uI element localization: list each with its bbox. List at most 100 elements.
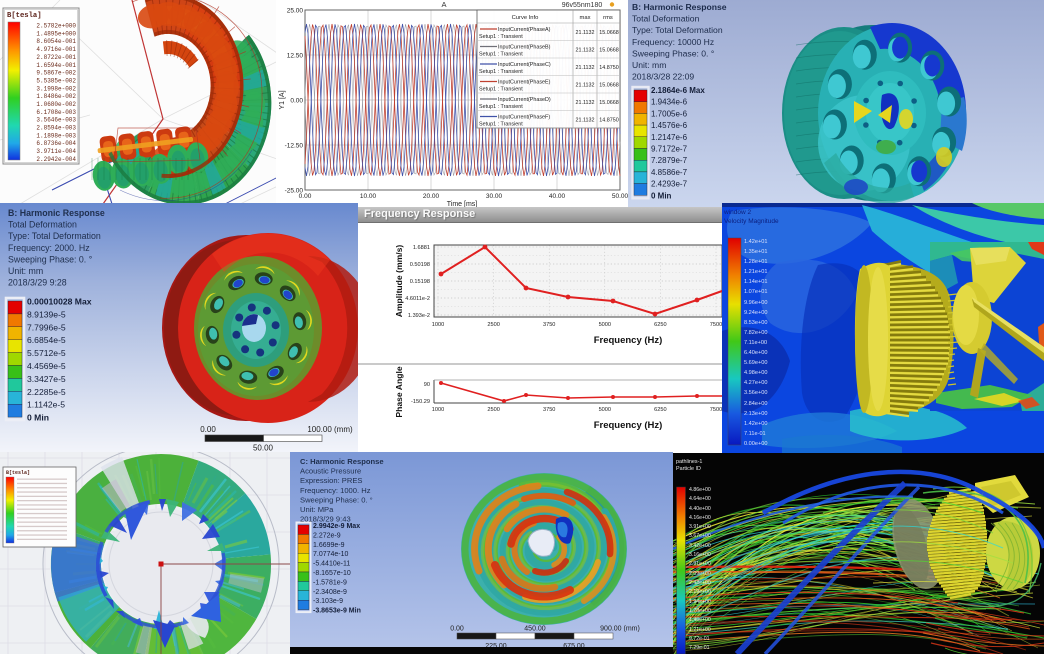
svg-text:Phase Angle: Phase Angle: [394, 366, 404, 417]
svg-text:5.5385e-002: 5.5385e-002: [36, 77, 76, 84]
svg-text:2.2942e-004: 2.2942e-004: [36, 156, 76, 163]
svg-text:2.1864e-6 Max: 2.1864e-6 Max: [651, 86, 705, 95]
svg-text:2500: 2500: [487, 407, 499, 413]
svg-text:Expression: PRES: Expression: PRES: [300, 476, 362, 485]
svg-text:1.1142e-5: 1.1142e-5: [27, 400, 65, 410]
svg-text:1.8486e-002: 1.8486e-002: [36, 93, 76, 100]
svg-text:1.4576e-6: 1.4576e-6: [651, 121, 688, 130]
svg-text:90: 90: [424, 382, 430, 388]
svg-text:0.50198: 0.50198: [410, 262, 430, 268]
svg-text:7.0774e-10: 7.0774e-10: [313, 551, 349, 558]
svg-text:20.00: 20.00: [423, 193, 440, 200]
svg-text:900.00 (mm): 900.00 (mm): [600, 626, 640, 633]
svg-text:0.00: 0.00: [450, 626, 464, 633]
svg-text:Frequency (Hz): Frequency (Hz): [594, 335, 663, 346]
svg-text:7.11e-01: 7.11e-01: [744, 431, 766, 437]
svg-text:Setup1 : Transient: Setup1 : Transient: [479, 52, 523, 58]
svg-text:rms: rms: [603, 15, 613, 21]
svg-text:7.2879e-7: 7.2879e-7: [651, 156, 688, 165]
svg-text:Amplitude (mm/s): Amplitude (mm/s): [394, 245, 404, 318]
svg-text:1.21e+01: 1.21e+01: [744, 269, 768, 275]
svg-text:4.64e+00: 4.64e+00: [689, 496, 711, 502]
svg-text:B: Harmonic Response: B: Harmonic Response: [632, 2, 727, 12]
svg-text:0.00e+00: 0.00e+00: [744, 441, 768, 447]
svg-text:-150.29: -150.29: [411, 399, 430, 405]
svg-text:1.28e+01: 1.28e+01: [744, 259, 768, 265]
svg-text:Sweeping Phase: 0. °: Sweeping Phase: 0. °: [8, 254, 92, 264]
svg-text:1.0680e-002: 1.0680e-002: [36, 101, 76, 108]
svg-text:InputCurrent(PhaseE): InputCurrent(PhaseE): [498, 80, 551, 86]
svg-text:2.13e+00: 2.13e+00: [744, 411, 768, 417]
svg-text:1.7005e-6: 1.7005e-6: [651, 109, 688, 118]
svg-text:6.1708e-003: 6.1708e-003: [36, 109, 76, 116]
svg-text:7500: 7500: [710, 322, 722, 328]
svg-text:40.00: 40.00: [549, 193, 566, 200]
svg-text:-5.4410e-11: -5.4410e-11: [313, 561, 350, 568]
svg-text:3.5646e-003: 3.5646e-003: [36, 117, 76, 124]
svg-text:21.1132: 21.1132: [575, 30, 594, 36]
svg-text:450.00: 450.00: [524, 626, 546, 633]
svg-text:7500: 7500: [710, 407, 722, 413]
svg-text:InputCurrent(PhaseD): InputCurrent(PhaseD): [498, 97, 551, 103]
svg-text:1.1898e-003: 1.1898e-003: [36, 132, 76, 139]
svg-text:5.5712e-5: 5.5712e-5: [27, 348, 66, 358]
svg-text:Setup1 : Transient: Setup1 : Transient: [479, 104, 523, 110]
svg-text:2.2285e-5: 2.2285e-5: [27, 387, 66, 397]
svg-text:3.56e+00: 3.56e+00: [744, 390, 768, 396]
svg-text:4.86e+00: 4.86e+00: [689, 487, 711, 493]
svg-text:9.72e-01: 9.72e-01: [689, 636, 710, 642]
svg-text:6.6854e-5: 6.6854e-5: [27, 335, 66, 345]
svg-text:2.8594e-003: 2.8594e-003: [36, 125, 76, 132]
svg-text:1000: 1000: [432, 407, 444, 413]
svg-text:1.14e+01: 1.14e+01: [744, 279, 768, 285]
svg-text:2.84e+00: 2.84e+00: [744, 401, 768, 407]
svg-text:1.4895e+000: 1.4895e+000: [36, 30, 76, 37]
svg-text:1.07e+01: 1.07e+01: [744, 289, 768, 295]
svg-text:96v55nm180: 96v55nm180: [562, 2, 603, 9]
svg-text:15.0668: 15.0668: [599, 48, 619, 54]
svg-text:25.00: 25.00: [287, 8, 304, 15]
svg-text:Frequency: 1000. Hz: Frequency: 1000. Hz: [300, 486, 371, 495]
svg-text:1.42e+00: 1.42e+00: [744, 421, 768, 427]
svg-text:1.2147e-6: 1.2147e-6: [651, 133, 688, 142]
svg-text:1.35e+01: 1.35e+01: [744, 249, 768, 255]
svg-text:21.1132: 21.1132: [575, 65, 594, 71]
svg-text:Setup1 : Transient: Setup1 : Transient: [479, 122, 523, 128]
svg-text:B[tesla]: B[tesla]: [7, 12, 42, 20]
svg-text:2.9942e-9 Max: 2.9942e-9 Max: [313, 523, 360, 530]
svg-text:1.6881: 1.6881: [413, 245, 430, 251]
svg-text:1.46e+00: 1.46e+00: [689, 617, 711, 623]
svg-text:C: Harmonic Response: C: Harmonic Response: [300, 457, 384, 466]
svg-text:Setup1 : Transient: Setup1 : Transient: [479, 87, 523, 93]
svg-text:Total Deformation: Total Deformation: [8, 220, 77, 230]
svg-text:0 Min: 0 Min: [651, 191, 672, 200]
svg-text:Unit: mm: Unit: mm: [632, 60, 666, 70]
svg-text:Unit: mm: Unit: mm: [8, 266, 43, 276]
svg-text:Y1 [A]: Y1 [A]: [279, 90, 286, 109]
svg-text:1.70e+00: 1.70e+00: [689, 608, 711, 614]
svg-text:4.6011e-2: 4.6011e-2: [405, 296, 430, 302]
svg-text:Sweeping Phase: 0. °: Sweeping Phase: 0. °: [632, 48, 714, 58]
svg-text:3.9711e-004: 3.9711e-004: [36, 148, 76, 155]
svg-text:3.42e+00: 3.42e+00: [689, 543, 711, 549]
svg-text:4.98e+00: 4.98e+00: [744, 370, 768, 376]
svg-text:Frequency: 10000 Hz: Frequency: 10000 Hz: [632, 37, 714, 47]
svg-text:1.21e+00: 1.21e+00: [689, 627, 711, 633]
svg-text:1.6594e-001: 1.6594e-001: [36, 62, 76, 69]
svg-text:7.82e+00: 7.82e+00: [744, 330, 768, 336]
svg-text:0.00: 0.00: [299, 193, 312, 200]
svg-text:Setup1 : Transient: Setup1 : Transient: [479, 69, 523, 75]
svg-text:4.9716e-001: 4.9716e-001: [36, 46, 76, 53]
svg-text:8.53e+00: 8.53e+00: [744, 320, 768, 326]
svg-text:7.11e+00: 7.11e+00: [744, 340, 767, 346]
svg-text:2.43e+00: 2.43e+00: [689, 580, 711, 586]
svg-text:5000: 5000: [599, 407, 611, 413]
svg-text:30.00: 30.00: [486, 193, 503, 200]
svg-text:6.8736e-004: 6.8736e-004: [36, 140, 76, 147]
svg-text:-25.00: -25.00: [285, 188, 304, 195]
svg-text:-1.5781e-9: -1.5781e-9: [313, 579, 347, 586]
svg-text:2.09e+00: 2.09e+00: [689, 571, 711, 577]
svg-text:-8.1657e-10: -8.1657e-10: [313, 570, 351, 577]
svg-text:12.50: 12.50: [287, 53, 304, 60]
svg-text:0.00: 0.00: [200, 425, 216, 434]
